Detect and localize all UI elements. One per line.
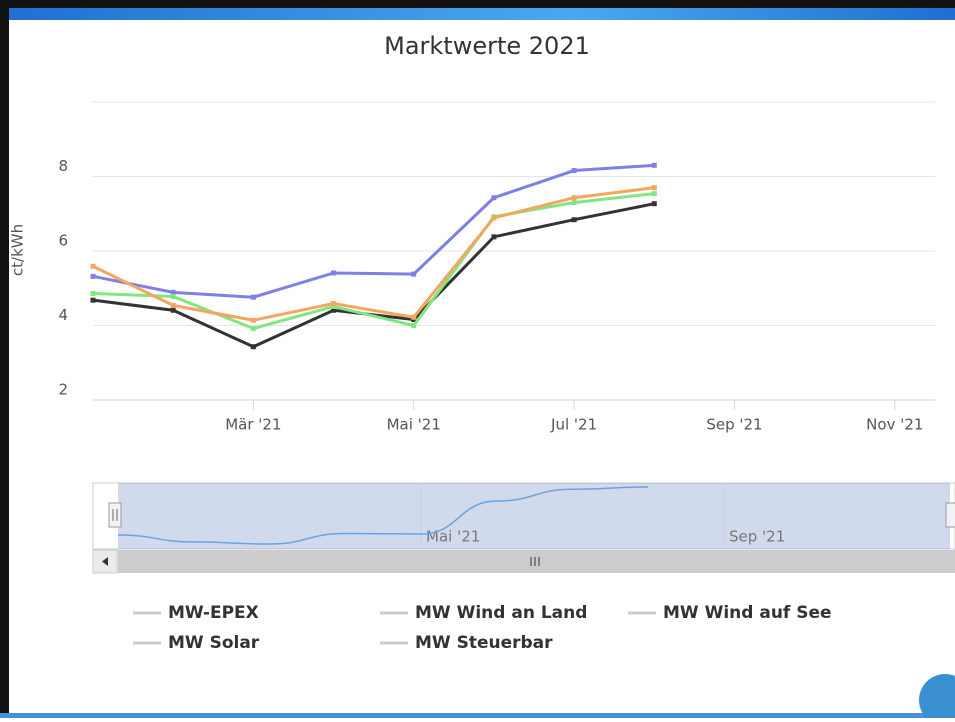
point-marker xyxy=(491,234,497,240)
point-marker xyxy=(90,290,96,296)
point-marker xyxy=(571,168,577,174)
x-tick-label: Mär '21 xyxy=(225,416,281,434)
point-marker xyxy=(571,217,577,223)
y-tick-label: 8 xyxy=(58,157,68,175)
point-marker xyxy=(170,307,176,313)
point-marker xyxy=(170,293,176,299)
navigator-content: Mai '21 Sep '21 xyxy=(117,483,785,549)
point-marker xyxy=(90,273,96,279)
point-marker xyxy=(250,294,256,300)
y-tick-label: 4 xyxy=(58,306,68,324)
navigator-tick-label: Mai '21 xyxy=(426,528,480,546)
scrollbar-grip xyxy=(530,557,540,566)
point-marker xyxy=(250,325,256,331)
chart-title: Marktwerte 2021 xyxy=(384,32,590,60)
y-tick-label: 6 xyxy=(58,232,68,250)
series-line xyxy=(92,163,655,299)
point-marker xyxy=(331,307,337,313)
left-frame xyxy=(0,0,9,718)
point-marker xyxy=(411,314,417,320)
point-marker xyxy=(250,317,256,323)
navigator-line xyxy=(117,486,649,545)
point-marker xyxy=(651,201,657,207)
x-tick-label: Nov '21 xyxy=(866,416,923,434)
point-marker xyxy=(170,302,176,308)
point-marker xyxy=(491,195,497,201)
point-marker xyxy=(651,162,657,168)
logo xyxy=(919,674,955,722)
point-marker xyxy=(90,263,96,269)
point-marker xyxy=(411,271,417,277)
bottom-bar xyxy=(0,713,955,718)
point-marker xyxy=(90,297,96,303)
navigator-tick-label: Sep '21 xyxy=(729,528,785,546)
legend-label[interactable]: MW Wind an Land xyxy=(415,603,587,623)
scrollbar-thumb[interactable] xyxy=(118,550,955,573)
point-marker xyxy=(250,344,256,350)
y-axis-title: ct/kWh xyxy=(9,224,27,276)
x-tick-label: Mai '21 xyxy=(387,416,441,434)
plot-area: 2 4 6 8 Mär '21 Mai '21 Jul '21 Sep '21 Nov '21 xyxy=(58,101,935,434)
legend-label[interactable]: MW Solar xyxy=(168,633,260,653)
point-marker xyxy=(571,200,577,206)
x-tick-label: Sep '21 xyxy=(706,416,762,434)
navigator-handle[interactable] xyxy=(945,502,955,528)
point-marker xyxy=(651,185,657,191)
navigator-handle[interactable] xyxy=(108,502,122,528)
legend-label[interactable]: MW Steuerbar xyxy=(415,633,553,653)
series-line xyxy=(92,186,655,322)
point-marker xyxy=(331,301,337,307)
legend-label[interactable]: MW-EPEX xyxy=(168,603,259,623)
navigator-mask xyxy=(118,483,950,549)
top-bar xyxy=(0,8,955,20)
point-marker xyxy=(491,215,497,221)
top-frame xyxy=(0,0,955,8)
point-marker xyxy=(651,191,657,197)
scroll-arrow xyxy=(102,557,108,566)
series-line xyxy=(92,192,655,331)
point-marker xyxy=(331,270,337,276)
navigator xyxy=(92,482,955,550)
y-tick-label: 2 xyxy=(58,381,68,399)
legend: MW-EPEX MW Wind an Land MW Wind auf See MW … xyxy=(133,603,832,653)
point-marker xyxy=(331,304,337,310)
x-tick-label: Jul '21 xyxy=(550,416,597,434)
point-marker xyxy=(411,323,417,328)
legend-label[interactable]: MW Wind auf See xyxy=(663,603,832,623)
point-marker xyxy=(170,289,176,295)
point-marker xyxy=(571,195,577,201)
